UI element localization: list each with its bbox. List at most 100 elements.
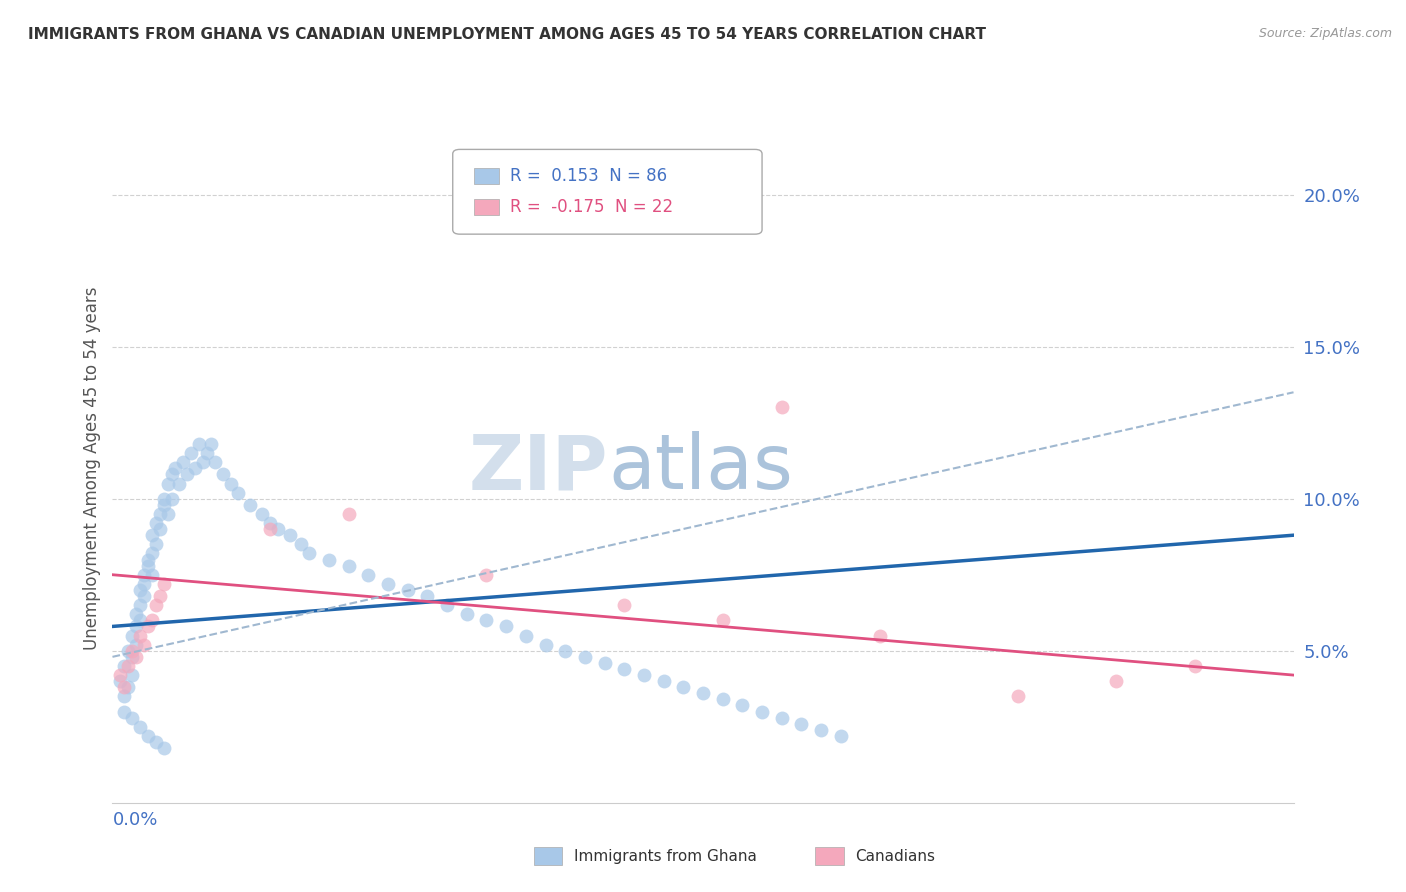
Point <box>396 582 419 597</box>
Point <box>145 537 167 551</box>
Point <box>129 598 152 612</box>
Point <box>672 680 695 694</box>
Point <box>770 711 793 725</box>
Text: Immigrants from Ghana: Immigrants from Ghana <box>574 849 756 863</box>
Point <box>711 613 734 627</box>
Point <box>188 437 211 451</box>
Text: R =  -0.175  N = 22: R = -0.175 N = 22 <box>510 198 673 217</box>
Point <box>121 711 143 725</box>
Point <box>259 522 281 536</box>
Point <box>613 598 636 612</box>
Point <box>149 522 172 536</box>
Point <box>149 507 172 521</box>
Point <box>259 516 281 530</box>
Point <box>132 638 155 652</box>
Text: IMMIGRANTS FROM GHANA VS CANADIAN UNEMPLOYMENT AMONG AGES 45 TO 54 YEARS CORRELA: IMMIGRANTS FROM GHANA VS CANADIAN UNEMPL… <box>28 27 986 42</box>
Point <box>165 461 187 475</box>
Point <box>200 437 222 451</box>
Point <box>456 607 478 622</box>
Point <box>121 644 143 658</box>
Point <box>121 668 143 682</box>
Point <box>149 589 172 603</box>
Point <box>172 455 194 469</box>
Point <box>141 613 163 627</box>
Point <box>318 552 340 566</box>
Point <box>751 705 773 719</box>
Point <box>129 613 152 627</box>
Point <box>125 638 148 652</box>
Point <box>830 729 852 743</box>
Point <box>129 628 152 642</box>
Point <box>152 498 174 512</box>
Point <box>534 638 557 652</box>
Point <box>112 680 135 694</box>
Text: ZIP: ZIP <box>470 432 609 505</box>
Point <box>145 598 167 612</box>
Point <box>515 628 537 642</box>
Point <box>228 485 250 500</box>
Point <box>180 446 202 460</box>
Point <box>136 552 159 566</box>
Point <box>239 498 262 512</box>
Point <box>337 507 360 521</box>
Point <box>475 567 498 582</box>
Point <box>810 723 832 737</box>
Point <box>110 674 132 689</box>
Point <box>125 607 148 622</box>
Point <box>377 577 399 591</box>
Point <box>475 613 498 627</box>
Point <box>298 546 321 560</box>
Point <box>195 446 218 460</box>
Point <box>132 589 155 603</box>
Point <box>112 690 135 704</box>
Point <box>125 649 148 664</box>
Y-axis label: Unemployment Among Ages 45 to 54 years: Unemployment Among Ages 45 to 54 years <box>83 286 101 650</box>
Point <box>156 476 179 491</box>
Point <box>112 659 135 673</box>
Point <box>652 674 675 689</box>
Point <box>129 720 152 734</box>
Point <box>176 467 198 482</box>
Point <box>141 546 163 560</box>
Point <box>692 686 714 700</box>
Point <box>495 619 517 633</box>
Text: R =  0.153  N = 86: R = 0.153 N = 86 <box>510 167 668 186</box>
Point <box>1105 674 1128 689</box>
Point <box>136 729 159 743</box>
Point <box>121 628 143 642</box>
Text: Source: ZipAtlas.com: Source: ZipAtlas.com <box>1258 27 1392 40</box>
Point <box>145 735 167 749</box>
Point <box>416 589 439 603</box>
Point <box>593 656 616 670</box>
Point <box>267 522 290 536</box>
Point <box>337 558 360 573</box>
Point <box>117 680 139 694</box>
Point <box>169 476 191 491</box>
Point <box>110 668 132 682</box>
Point <box>152 741 174 756</box>
Point <box>136 558 159 573</box>
Point <box>770 401 793 415</box>
Point <box>250 507 273 521</box>
Point <box>160 467 183 482</box>
Point <box>121 649 143 664</box>
Point <box>160 491 183 506</box>
Point <box>278 528 301 542</box>
Point <box>219 476 242 491</box>
Point <box>141 567 163 582</box>
Point <box>136 619 159 633</box>
Point <box>156 507 179 521</box>
Point <box>204 455 226 469</box>
Point <box>633 668 655 682</box>
Point <box>574 649 596 664</box>
Point <box>790 716 813 731</box>
Point <box>125 619 148 633</box>
Point <box>184 461 207 475</box>
Point <box>869 628 891 642</box>
Text: Canadians: Canadians <box>855 849 935 863</box>
Point <box>152 577 174 591</box>
Point <box>141 528 163 542</box>
Point <box>117 644 139 658</box>
Text: 0.0%: 0.0% <box>112 811 157 829</box>
Point <box>554 644 576 658</box>
